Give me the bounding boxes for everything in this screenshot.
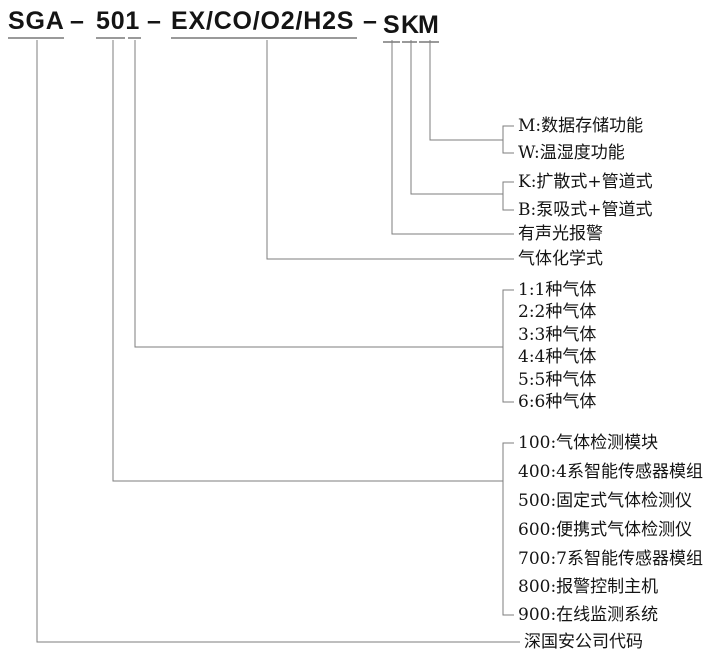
bracket-function-options [502,125,514,154]
connector-series-1 [134,40,503,348]
label-series-400: 400:4系智能传感器模组 [518,462,703,482]
label-series-800: 800:报警控制主机 [518,577,659,597]
label-gas-count-6: 6:6种气体 [518,392,597,412]
separator-2: – [147,7,162,35]
label-series-700: 700:7系智能传感器模组 [518,549,703,569]
label-function-w: W:温湿度功能 [518,143,625,163]
connector-suffix-m [429,40,503,141]
bracket-gas-counts [502,289,514,403]
label-alarm: 有声光报警 [518,224,603,244]
label-series-100: 100:气体检测模块 [518,433,659,453]
label-series-500: 500:固定式气体检测仪 [518,491,693,511]
connector-suffix-k [410,40,503,195]
suffix-letter-s: S [383,11,401,39]
label-series-600: 600:便携式气体检测仪 [518,520,693,540]
series-code: 501 [96,9,140,34]
label-gas-count-4: 4:4种气体 [518,347,597,367]
gas-formula-code: EX/CO/O2/H2S [171,7,355,35]
brand-code: SGA [8,7,65,35]
label-series-900: 900:在线监测系统 [518,605,659,625]
label-gas-formula: 气体化学式 [518,249,603,269]
connector-series-50 [112,40,503,482]
connector-brand [36,40,520,643]
label-sampling-b: B:泵吸式+管道式 [518,200,653,220]
label-gas-count-3: 3:3种气体 [518,325,597,345]
separator-1: – [70,7,85,35]
series-code-prefix: 50 [96,7,126,35]
label-gas-count-5: 5:5种气体 [518,370,597,390]
suffix-letter-m: M [418,11,440,39]
connector-suffix-s [391,40,514,235]
label-function-m: M:数据存储功能 [518,116,644,136]
separator-3: – [363,7,378,35]
bracket-product-series [502,442,514,616]
label-gas-count-1: 1:1种气体 [518,280,597,300]
label-company: 深国安公司代码 [524,632,643,652]
suffix-letter-k: K [401,11,420,39]
series-code-digit: 1 [125,7,141,35]
connector-gas-formula [266,40,514,260]
bracket-sampling-options [502,181,514,211]
label-gas-count-2: 2:2种气体 [518,302,597,322]
label-sampling-k: K:扩散式+管道式 [518,172,653,192]
